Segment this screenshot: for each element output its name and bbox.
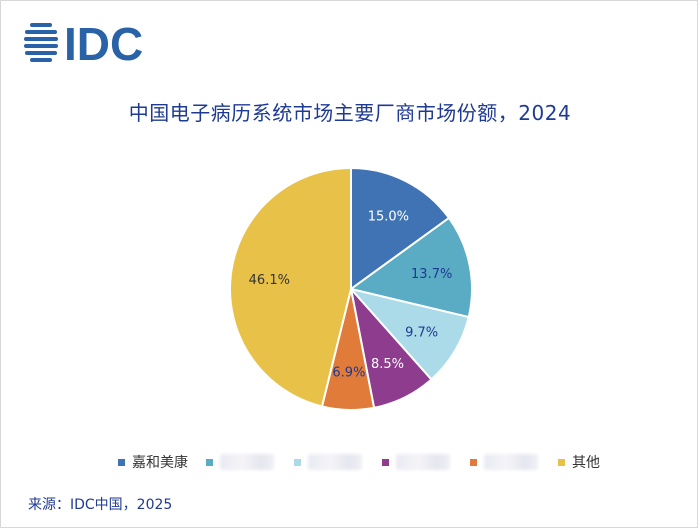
legend-swatch	[382, 458, 389, 466]
legend-label: 其他	[572, 455, 600, 471]
legend-item-5	[470, 452, 538, 472]
legend-swatch	[470, 458, 477, 466]
pie-slice-label-2: 13.7%	[411, 267, 452, 282]
pie-slice-label-1: 15.0%	[368, 210, 409, 225]
legend-item-2	[206, 452, 274, 472]
legend-swatch	[294, 458, 301, 466]
legend-swatch	[118, 458, 125, 466]
legend-label-redacted	[396, 454, 450, 470]
legend-label: 嘉和美康	[132, 455, 188, 471]
legend-swatch	[558, 458, 565, 466]
legend-label-redacted	[308, 454, 362, 470]
legend-item-4	[382, 452, 450, 472]
chart-legend: 嘉和美康 其他	[118, 452, 638, 472]
pie-slice-label-5: 6.9%	[332, 365, 365, 380]
idc-logo: IDC	[24, 20, 143, 64]
pie-slice-3	[348, 287, 470, 381]
legend-label-redacted	[220, 454, 274, 470]
pie-slice-6	[229, 166, 352, 408]
pie-slice-label-3: 9.7%	[405, 325, 438, 340]
pie-slice-label-6: 46.1%	[249, 273, 290, 288]
pie-slice-label-4: 8.5%	[371, 357, 404, 372]
pie-slice-1	[350, 166, 451, 291]
source-note: 来源：IDC中国，2025	[28, 497, 173, 513]
legend-item-1: 嘉和美康	[118, 452, 188, 472]
legend-swatch	[206, 458, 213, 466]
chart-title: 中国电子病历系统市场主要厂商市场份额，2024	[128, 101, 572, 125]
logo-text: IDC	[64, 20, 143, 64]
pie-chart: 15.0% 13.7% 9.7% 8.5% 6.9% 46.1%	[226, 164, 476, 414]
pie-slice-2	[348, 216, 473, 319]
legend-label-redacted	[484, 454, 538, 470]
globe-icon	[24, 23, 58, 62]
legend-item-3	[294, 452, 362, 472]
legend-item-6: 其他	[558, 452, 600, 472]
